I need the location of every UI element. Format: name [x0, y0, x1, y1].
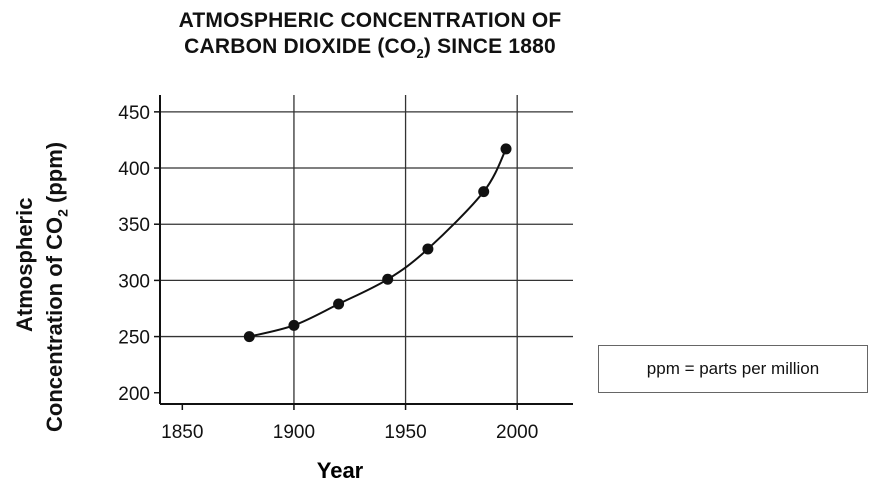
data-point: [243, 331, 255, 343]
y-tick-label: 350: [118, 215, 150, 236]
y-tick-labels: 200 250 300 350 400 450: [118, 103, 150, 405]
title-line2-post: ) SINCE 1880: [423, 35, 556, 58]
chart-title-line2: CARBON DIOXIDE (CO2) SINCE 1880: [90, 34, 650, 60]
data-point: [478, 186, 490, 198]
data-point: [333, 298, 345, 310]
data-point: [500, 143, 512, 155]
chart-title: ATMOSPHERIC CONCENTRATION OF CARBON DIOX…: [90, 8, 650, 60]
y-tick-label: 300: [118, 271, 150, 292]
y-tick-label: 200: [118, 384, 150, 405]
axes: [154, 95, 573, 410]
data-point: [422, 243, 434, 255]
y-tick-label: 400: [118, 159, 150, 180]
x-tick-label: 1850: [161, 422, 203, 443]
title-line2-sub: 2: [416, 46, 424, 62]
x-tick-labels: 1850 1900 1950 2000: [161, 422, 538, 443]
title-line2-pre: CARBON DIOXIDE (CO: [184, 35, 417, 58]
grid-lines: [160, 95, 573, 404]
x-tick-label: 1950: [384, 422, 426, 443]
x-axis-label: Year: [317, 458, 364, 483]
x-tick-label: 2000: [496, 422, 538, 443]
chart-title-line1: ATMOSPHERIC CONCENTRATION OF: [178, 9, 562, 32]
series-line: [249, 148, 507, 338]
ppm-legend-note: ppm = parts per million: [598, 345, 868, 393]
data-point: [288, 319, 300, 331]
y-tick-label: 250: [118, 328, 150, 349]
ppm-legend-text: ppm = parts per million: [646, 359, 820, 378]
y-tick-label: 450: [118, 103, 150, 124]
data-point: [382, 273, 394, 285]
data-series: [243, 143, 512, 343]
x-tick-label: 1900: [273, 422, 315, 443]
